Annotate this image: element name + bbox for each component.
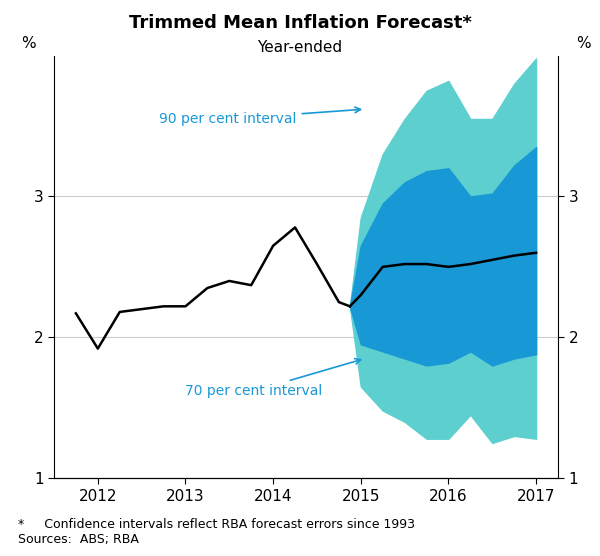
Text: Trimmed Mean Inflation Forecast*: Trimmed Mean Inflation Forecast* (128, 14, 472, 32)
Text: 70 per cent interval: 70 per cent interval (185, 359, 361, 398)
Text: *     Confidence intervals reflect RBA forecast errors since 1993: * Confidence intervals reflect RBA forec… (18, 518, 415, 531)
Text: 90 per cent interval: 90 per cent interval (159, 107, 361, 126)
Text: %: % (21, 36, 36, 51)
Text: Sources:  ABS; RBA: Sources: ABS; RBA (18, 533, 139, 546)
Text: %: % (576, 36, 591, 51)
Text: Year-ended: Year-ended (257, 40, 343, 55)
